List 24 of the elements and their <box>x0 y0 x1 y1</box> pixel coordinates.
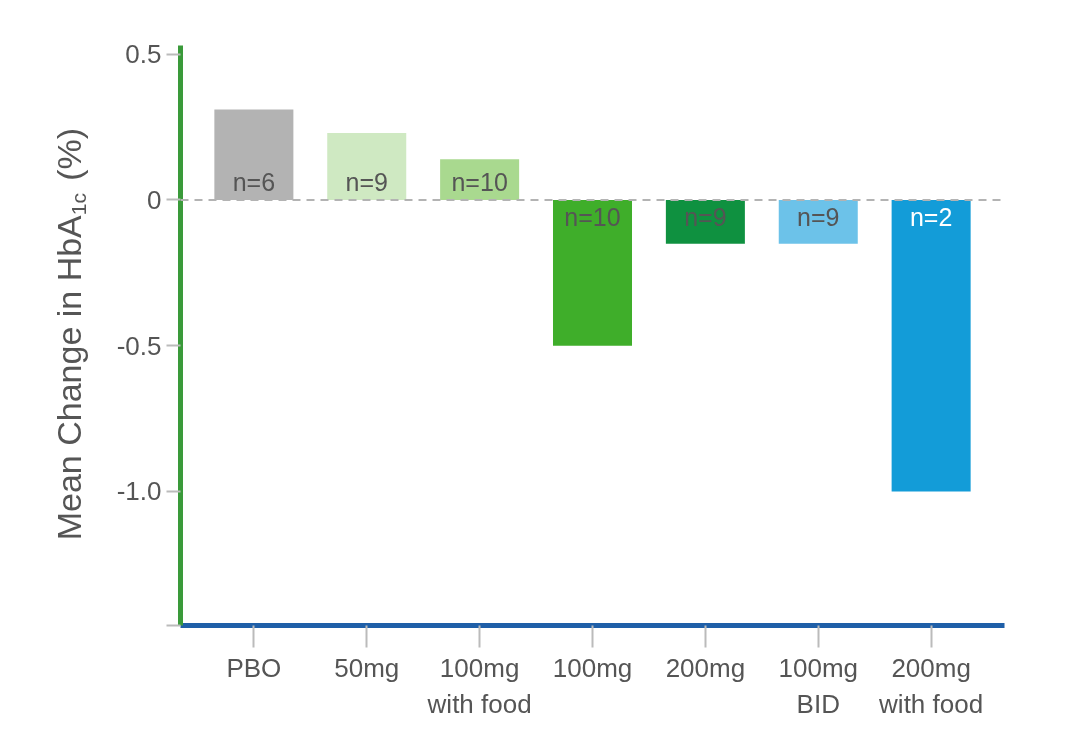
annotation: n=6 <box>232 168 276 197</box>
bar <box>665 199 745 244</box>
x-tick-label: 100mg BID <box>778 652 858 719</box>
y-tick-label: -1.0 <box>116 476 162 507</box>
y-tick-label: -0.5 <box>116 330 162 361</box>
bar <box>778 199 858 244</box>
y-axis-title: Mean Change in HbA1c (%) <box>49 127 91 541</box>
x-tick-label: PBO <box>226 652 282 683</box>
x-tick-label: 100mg <box>552 652 633 683</box>
x-tick-label: 100mg with food <box>426 652 532 719</box>
bar <box>552 199 633 346</box>
annotation: n=10 <box>451 168 508 197</box>
x-tick-label: 200mg <box>665 652 746 683</box>
annotation: n=9 <box>345 168 388 197</box>
y-tick-label: 0.5 <box>125 39 162 70</box>
y-tick-label: 0 <box>147 184 162 215</box>
annotation: n=2 <box>909 203 953 232</box>
annotation: n=9 <box>684 203 727 232</box>
annotation: n=9 <box>797 203 840 232</box>
bar <box>891 199 971 492</box>
annotation: n=10 <box>564 203 621 232</box>
bar <box>327 132 407 200</box>
x-tick-label: 50mg <box>334 652 400 683</box>
x-tick-label: 200mg with food <box>878 652 984 719</box>
